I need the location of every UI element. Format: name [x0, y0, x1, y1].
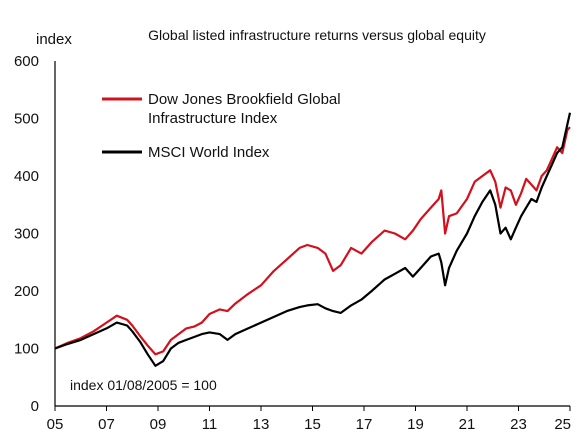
y-axis-label: index [36, 31, 72, 48]
x-tick-label: 19 [407, 416, 424, 433]
y-tick-label: 400 [14, 168, 39, 185]
x-tick-label: 05 [47, 416, 64, 433]
x-tick-label: 21 [459, 416, 476, 433]
series-layer [54, 112, 572, 367]
x-tick-label: 25 [554, 416, 571, 433]
legend-label-dj-line2: Infrastructure Index [148, 110, 278, 127]
y-axis: 0 100 200 300 400 500 600 [14, 53, 39, 415]
x-tick-label: 11 [202, 416, 218, 433]
series-line-dj-brookfield [54, 126, 571, 356]
legend-label-dj-line1: Dow Jones Brookfield Global [148, 91, 341, 108]
x-tick-label: 17 [356, 416, 373, 433]
x-tick-label: 13 [253, 416, 270, 433]
y-tick-label: 600 [14, 53, 39, 70]
y-tick-label: 200 [14, 283, 39, 300]
series-line-msci-world [54, 112, 572, 367]
y-tick-label: 0 [31, 398, 39, 415]
x-tick-label: 07 [98, 416, 115, 433]
x-tick-label: 23 [510, 416, 527, 433]
y-tick-label: 100 [14, 341, 39, 358]
chart-title: Global listed infrastructure returns ver… [148, 27, 486, 43]
legend: Dow Jones Brookfield Global Infrastructu… [102, 91, 341, 161]
y-tick-label: 500 [14, 111, 39, 128]
x-tick-label: 09 [150, 416, 167, 433]
x-axis: 05 07 09 11 13 15 17 19 21 23 25 [47, 406, 571, 433]
x-tick-label: 15 [304, 416, 321, 433]
index-note: index 01/08/2005 = 100 [70, 377, 217, 393]
legend-label-msci: MSCI World Index [148, 144, 270, 161]
y-tick-label: 300 [14, 226, 39, 243]
